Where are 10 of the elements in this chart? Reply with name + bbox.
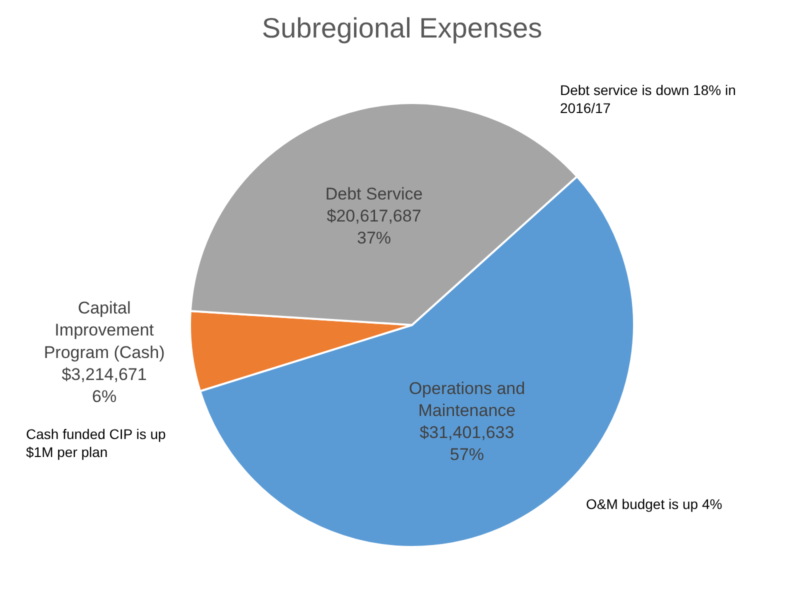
- text: O&M budget is up 4%: [586, 496, 722, 512]
- text: Debt service is down 18% in 2016/17: [560, 82, 736, 116]
- data-label: $3,214,671 6%: [62, 364, 147, 406]
- slice-label: Debt Service: [325, 184, 423, 204]
- data-label: $20,617,687 37%: [326, 206, 422, 248]
- data-label: $31,401,633 57%: [420, 423, 514, 464]
- slice-label: Operations and Maintenance: [408, 378, 526, 420]
- chart-title: Subregional Expenses: [262, 12, 542, 44]
- slice-label: Capital Improvement Program (Cash): [44, 298, 165, 362]
- text: Cash funded CIP is up $1M per plan: [26, 426, 166, 460]
